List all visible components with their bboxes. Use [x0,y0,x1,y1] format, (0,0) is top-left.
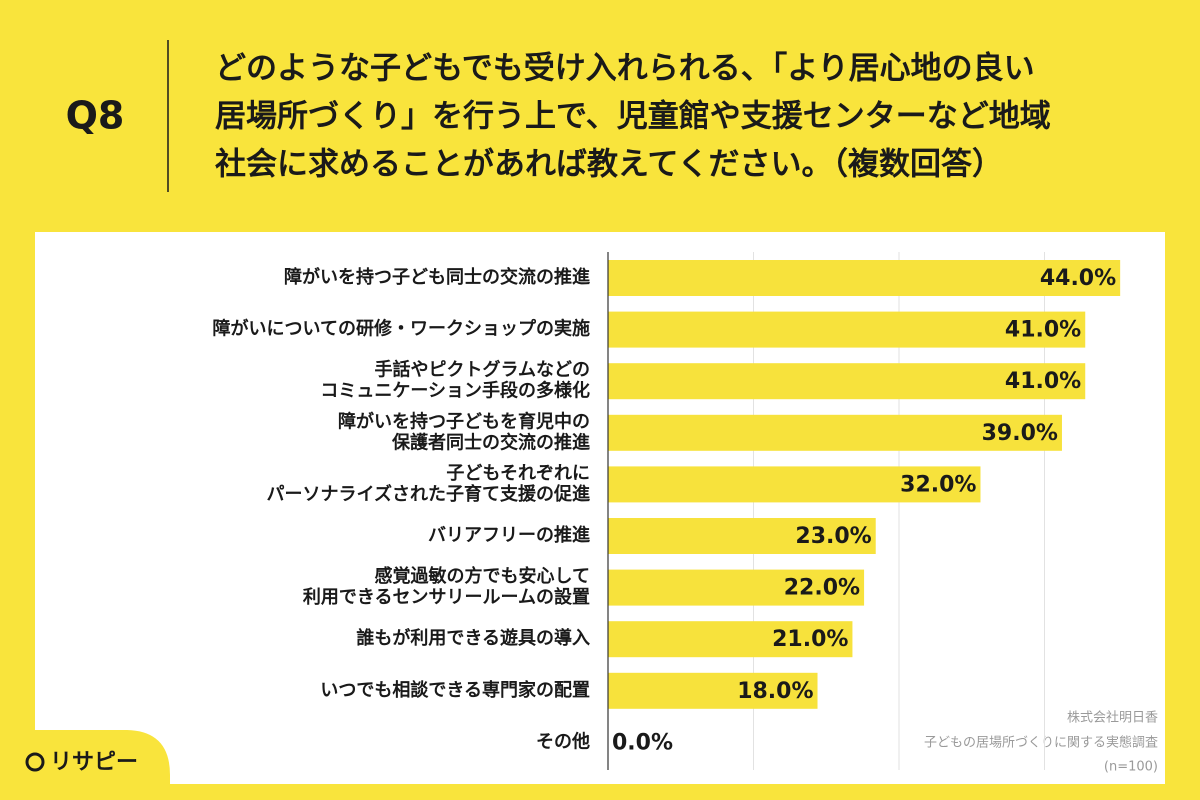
value-label: 18.0% [737,679,813,704]
source: (n=100) [1104,760,1158,775]
category-label: 誰もが利用できる遊具の導入 [356,627,590,649]
bar [608,414,1062,451]
category-label: その他 [536,730,590,752]
logo-bg [0,730,170,800]
value-label: 23.0% [795,524,871,549]
question-number: Q8 [66,94,125,138]
value-label: 21.0% [772,627,848,652]
value-label: 44.0% [1040,266,1116,291]
bar [608,518,876,554]
category-label: 子どもそれぞれにパーソナライズされた子育て支援の促進 [267,463,590,505]
bar [608,311,1086,348]
bar [608,363,1086,400]
value-label: 22.0% [784,576,860,601]
bar [608,569,865,606]
category-label: バリアフリーの推進 [428,524,590,546]
category-label: 障がいを持つ子ども同士の交流の推進 [284,266,590,288]
bar [608,260,1121,296]
value-label: 0.0% [612,730,673,755]
value-label: 41.0% [1005,318,1081,343]
category-label: 感覚過敏の方でも安心して利用できるセンサリールームの設置 [303,565,590,608]
bar [608,466,981,503]
source: 株式会社明日香 [1067,710,1158,726]
category-label: 手話やピクトグラムなどのコミュニケーション手段の多様化 [320,359,590,402]
category-label: 障がいを持つ子どもを育児中の保護者同士の交流の推進 [338,410,590,453]
bar [608,672,818,709]
source: 子どもの居場所づくりに関する実態調査 [924,735,1158,751]
value-label: 32.0% [900,472,976,497]
logo: リサピー [50,750,138,775]
logo-icon [25,752,45,772]
value-label: 39.0% [982,421,1058,446]
category-label: いつでも相談できる専門家の配置 [320,679,590,701]
bar [608,621,853,658]
title-line: 社会に求めることがあれば教えてください。（複数回答） [215,147,1003,183]
value-label: 41.0% [1005,369,1081,394]
category-label: 障がいについての研修・ワークショップの実施 [213,318,590,340]
title-line: どのような子どもでも受け入れられる、「より居心地の良い [215,51,1035,87]
title-line: 居場所づくり」を行う上で、児童館や支援センターなど地域 [215,99,1051,135]
